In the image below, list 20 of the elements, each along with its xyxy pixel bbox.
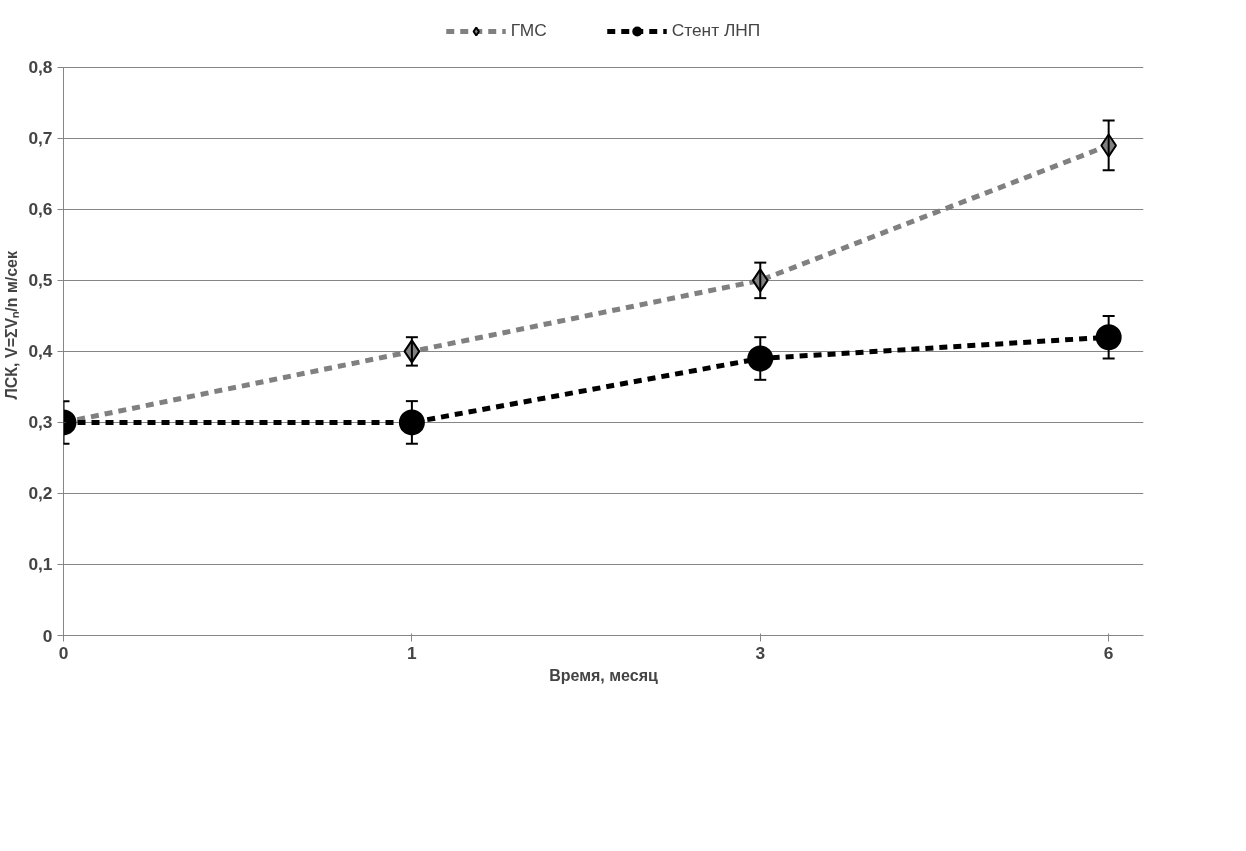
y-axis-title: ЛСК, V=ΣVₙ/n м/сек (3, 249, 21, 400)
y-tick-label: 0,7 (28, 128, 53, 149)
x-tick-label: 3 (755, 642, 766, 663)
x-tick-label: 0 (58, 642, 69, 663)
y-tick-label: 0,5 (28, 270, 53, 291)
legend-label: ГМС (510, 20, 547, 41)
x-tick-label: 1 (407, 642, 418, 663)
y-tick-label: 0,2 (28, 483, 53, 504)
point (747, 345, 774, 372)
y-tick-label: 0,1 (28, 554, 53, 575)
y-tick-label: 0,4 (28, 341, 53, 362)
point (398, 409, 425, 436)
point (1095, 324, 1122, 351)
x-tick-label: 6 (1103, 642, 1114, 663)
x-axis-title: Время, месяц (549, 666, 658, 684)
y-tick-label: 0,3 (28, 412, 53, 433)
y-tick-label: 0,8 (28, 57, 53, 78)
y-tick-label: 0 (42, 625, 53, 646)
legend-label: Стент ЛНП (671, 20, 761, 41)
y-tick-label: 0,6 (28, 199, 53, 220)
